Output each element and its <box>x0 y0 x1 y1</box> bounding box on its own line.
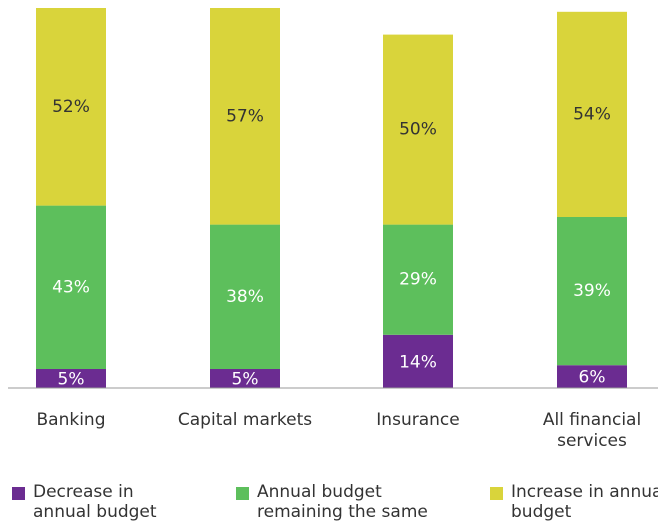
bar-segment <box>36 369 106 388</box>
bar-segment <box>383 334 453 388</box>
data-label: 52% <box>52 97 90 117</box>
data-label: 38% <box>226 287 264 307</box>
x-tick-label: Banking <box>36 410 106 430</box>
bar-segment <box>36 205 106 369</box>
data-label: 43% <box>52 277 90 297</box>
legend-swatch <box>490 487 503 500</box>
legend-label: Decrease in annual budget <box>33 482 157 522</box>
data-label: 14% <box>399 352 437 372</box>
legend-item: Increase in annual budget <box>490 482 658 522</box>
data-label: 5% <box>58 370 85 390</box>
legend-swatch <box>12 487 25 500</box>
data-label: 57% <box>226 106 264 126</box>
bar-segment <box>210 8 280 225</box>
data-label: 54% <box>573 104 611 124</box>
legend-swatch <box>236 487 249 500</box>
data-label: 29% <box>399 270 437 290</box>
legend-label: Increase in annual budget <box>511 482 658 522</box>
bar-segment <box>36 8 106 206</box>
bar-segment <box>383 34 453 225</box>
x-tick-label: Capital markets <box>177 410 313 430</box>
x-tick-label: All financial services <box>542 410 642 451</box>
legend-item: Decrease in annual budget <box>12 482 183 522</box>
bar-segment <box>210 224 280 369</box>
x-tick-label: Insurance <box>376 410 460 430</box>
bar-segment <box>557 365 627 388</box>
bar-segment <box>210 369 280 388</box>
data-label: 5% <box>232 370 259 390</box>
legend-label: Annual budget remaining the same <box>257 482 428 522</box>
data-label: 50% <box>399 120 437 140</box>
bar-segment <box>557 217 627 366</box>
legend-item: Annual budget remaining the same <box>236 482 457 522</box>
bar-segment <box>383 224 453 335</box>
data-label: 6% <box>579 368 606 388</box>
data-label: 39% <box>573 281 611 301</box>
bar-segment <box>557 11 627 217</box>
